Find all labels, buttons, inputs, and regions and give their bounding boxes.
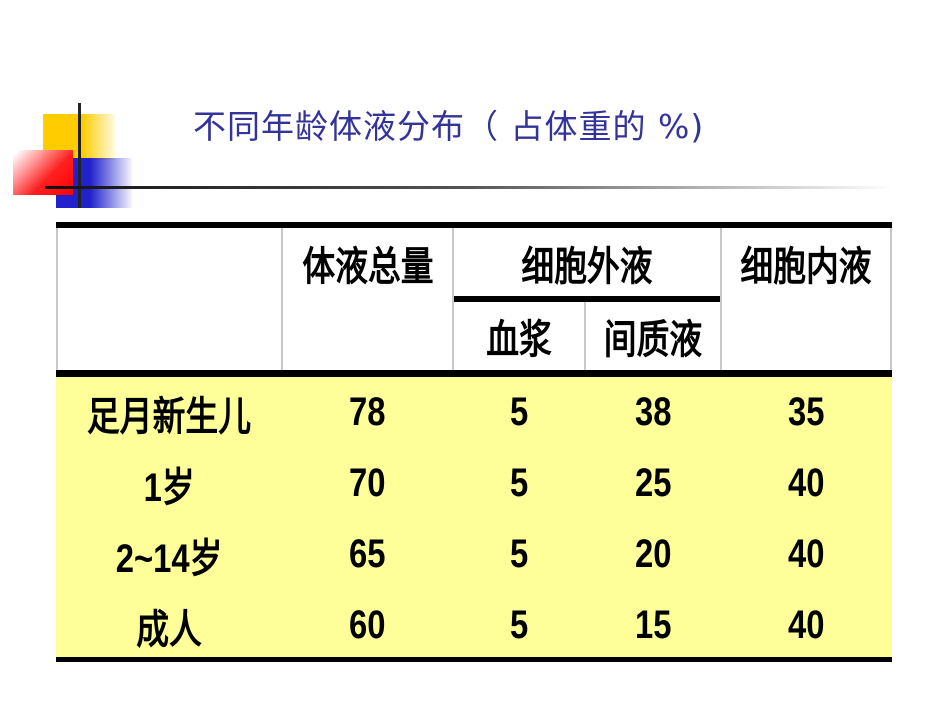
header-intracellular: 细胞内液 bbox=[721, 228, 891, 298]
header-plasma: 血浆 bbox=[453, 302, 585, 370]
cell-value: 60 bbox=[349, 603, 386, 647]
cell-value: 38 bbox=[634, 390, 672, 434]
cell-value: 15 bbox=[634, 603, 672, 647]
col-divider bbox=[452, 228, 454, 370]
cell-value: 5 bbox=[509, 390, 529, 434]
table-cell-age: 2~14岁 bbox=[56, 519, 282, 590]
col-divider bbox=[720, 228, 722, 370]
table-cell-interstitial: 15 bbox=[585, 590, 721, 661]
table-cell-intracellular: 40 bbox=[721, 519, 891, 590]
cell-value: 成人 bbox=[136, 607, 202, 652]
header-interstitial: 间质液 bbox=[585, 302, 721, 370]
cell-value: 25 bbox=[634, 461, 672, 505]
table-cell-intracellular: 40 bbox=[721, 448, 891, 519]
table-cell-age: 1岁 bbox=[56, 448, 282, 519]
header-extracellular: 细胞外液 bbox=[453, 228, 721, 298]
cell-value: 70 bbox=[349, 461, 386, 505]
decor-vertical-line bbox=[78, 103, 81, 208]
table-body-background bbox=[56, 376, 892, 658]
table-cell-total: 60 bbox=[282, 590, 453, 661]
table-cell-age: 成人 bbox=[56, 590, 282, 661]
table-cell-interstitial: 38 bbox=[585, 377, 721, 448]
header-total-label: 体液总量 bbox=[301, 245, 434, 289]
col-divider bbox=[281, 228, 283, 370]
cell-value: 2~14岁 bbox=[115, 536, 223, 581]
col-divider bbox=[584, 302, 586, 370]
extracellular-divider bbox=[453, 296, 721, 302]
table-cell-total: 70 bbox=[282, 448, 453, 519]
header-interstitial-label: 间质液 bbox=[603, 318, 703, 362]
table-cell-intracellular: 35 bbox=[721, 377, 891, 448]
cell-value: 78 bbox=[349, 390, 386, 434]
table-cell-total: 65 bbox=[282, 519, 453, 590]
cell-value: 5 bbox=[509, 461, 529, 505]
header-intracellular-label: 细胞内液 bbox=[740, 245, 872, 289]
header-extracellular-label: 细胞外液 bbox=[521, 245, 653, 289]
header-total: 体液总量 bbox=[282, 228, 453, 298]
col-divider bbox=[890, 228, 892, 370]
table-cell-interstitial: 20 bbox=[585, 519, 721, 590]
table-cell-plasma: 5 bbox=[453, 448, 585, 519]
cell-value: 足月新生儿 bbox=[87, 394, 251, 439]
cell-value: 1岁 bbox=[143, 465, 195, 510]
header-bottom-border bbox=[56, 370, 892, 377]
table-top-border bbox=[56, 222, 892, 228]
cell-value: 65 bbox=[349, 532, 386, 576]
table-bottom-border bbox=[56, 657, 892, 662]
cell-value: 40 bbox=[787, 603, 825, 647]
table-cell-age: 足月新生儿 bbox=[56, 377, 282, 448]
cell-value: 35 bbox=[787, 390, 825, 434]
col-divider bbox=[56, 228, 58, 370]
table-cell-plasma: 5 bbox=[453, 590, 585, 661]
table-cell-intracellular: 40 bbox=[721, 590, 891, 661]
cell-value: 5 bbox=[509, 603, 529, 647]
slide-title: 不同年龄体液分布（ 占体重的 %) bbox=[193, 107, 705, 146]
table-cell-interstitial: 25 bbox=[585, 448, 721, 519]
title-underline bbox=[45, 186, 895, 189]
table-cell-total: 78 bbox=[282, 377, 453, 448]
cell-value: 40 bbox=[787, 532, 825, 576]
header-plasma-label: 血浆 bbox=[486, 318, 552, 362]
cell-value: 40 bbox=[787, 461, 825, 505]
cell-value: 5 bbox=[509, 532, 529, 576]
table-cell-plasma: 5 bbox=[453, 519, 585, 590]
cell-value: 20 bbox=[634, 532, 672, 576]
table-cell-plasma: 5 bbox=[453, 377, 585, 448]
